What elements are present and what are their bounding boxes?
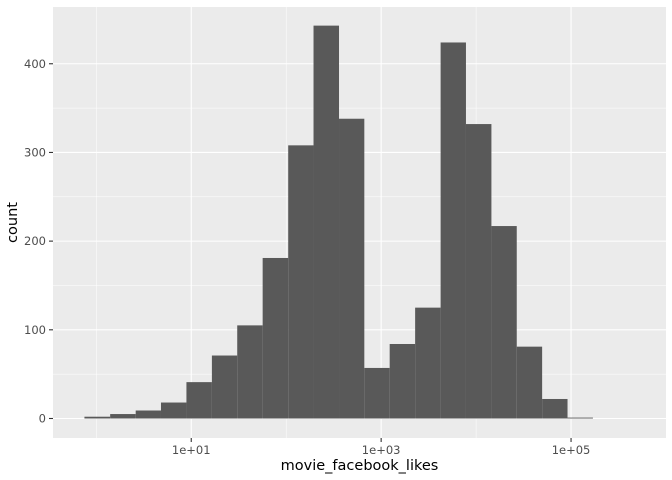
x-axis-title: movie_facebook_likes (281, 458, 439, 474)
histogram-bar (516, 346, 543, 419)
histogram-bar (288, 145, 314, 419)
histogram-bar (186, 382, 212, 419)
histogram-bar (415, 307, 441, 419)
histogram-bar (84, 416, 111, 419)
histogram-bar (160, 402, 187, 419)
histogram-bar (567, 417, 593, 419)
y-tick-label: 300 (24, 145, 46, 159)
histogram-bar (313, 25, 340, 419)
x-tick-label: 1e+05 (552, 443, 591, 457)
histogram-bar (364, 367, 390, 419)
histogram-bar (135, 410, 161, 419)
y-axis-title: count (5, 202, 21, 243)
histogram-bars (84, 25, 593, 419)
histogram-bar (465, 124, 492, 419)
y-axis: 0 100 200 300 400 (24, 57, 53, 425)
x-tick-label: 1e+01 (172, 443, 211, 457)
histogram-bar (440, 42, 466, 419)
histogram-bar (389, 343, 416, 419)
y-tick-label: 100 (24, 323, 46, 337)
histogram-bar (110, 414, 136, 419)
histogram-bar (339, 118, 365, 419)
histogram-bar (237, 325, 263, 419)
x-tick-label: 1e+03 (362, 443, 401, 457)
histogram-bar (211, 355, 238, 419)
histogram-bar (542, 398, 568, 419)
histogram-bar (262, 257, 289, 419)
y-tick-label: 200 (24, 234, 46, 248)
y-tick-label: 0 (39, 411, 46, 425)
x-axis: 1e+01 1e+03 1e+05 (172, 438, 590, 457)
y-tick-label: 400 (24, 57, 46, 71)
histogram-bar (491, 226, 517, 419)
